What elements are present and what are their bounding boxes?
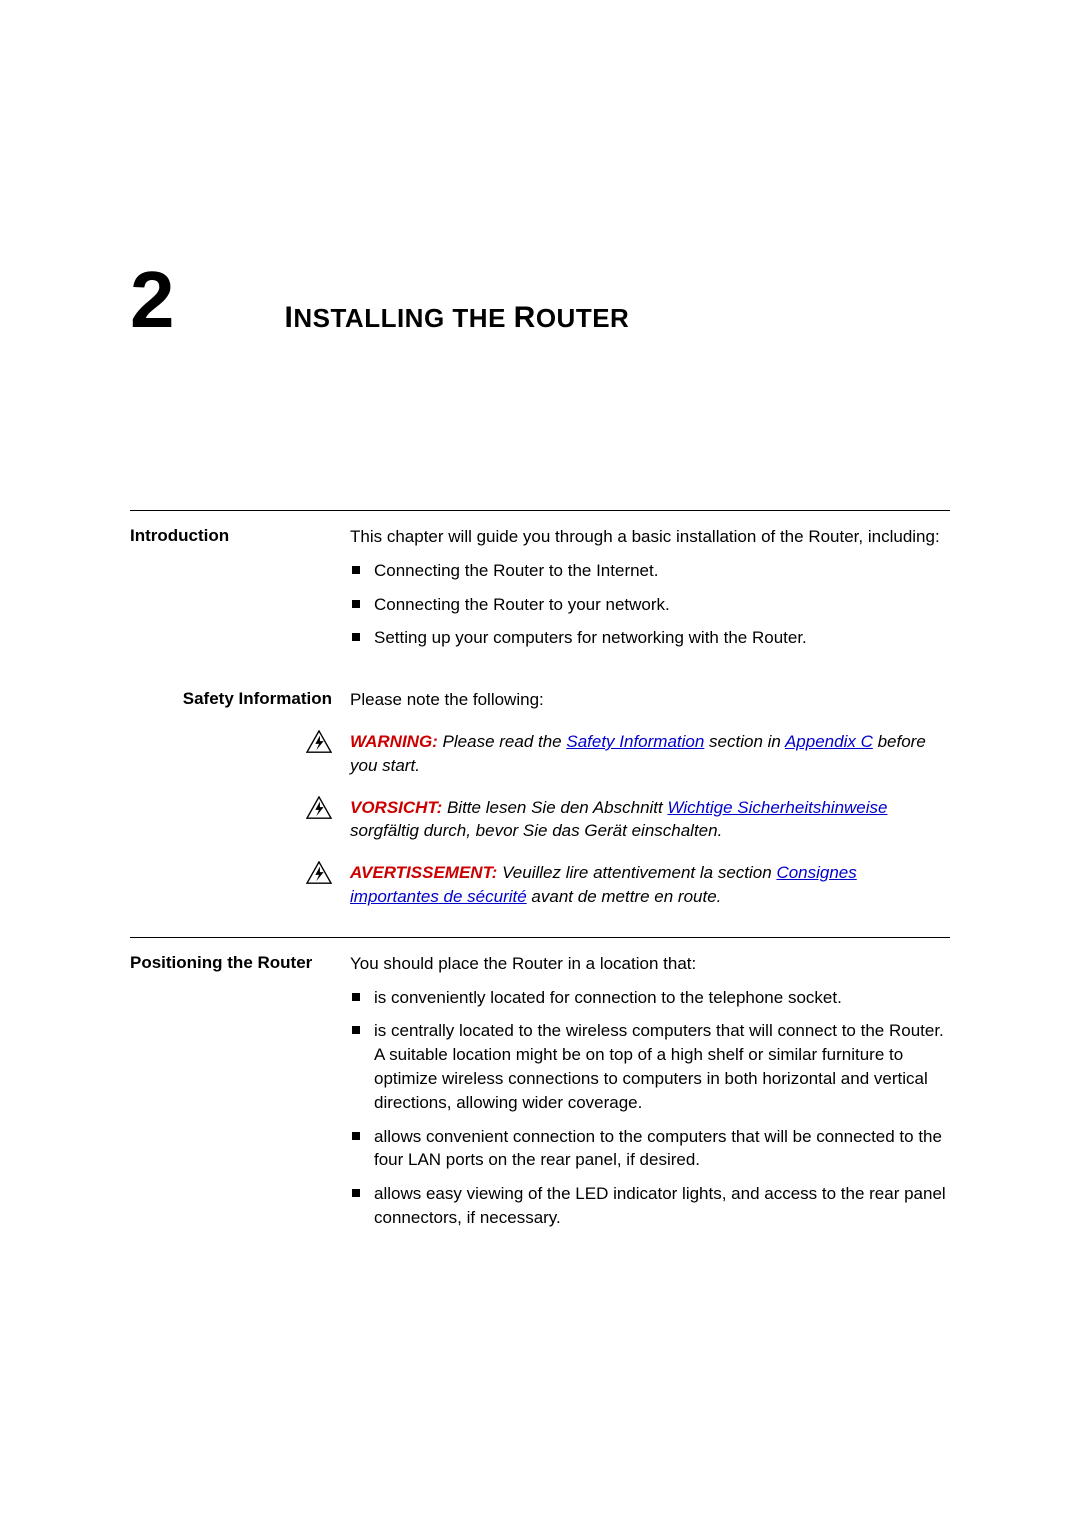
warning-row: AVERTISSEMENT: Veuillez lire attentiveme…	[130, 861, 950, 909]
section-introduction: Introduction This chapter will guide you…	[130, 510, 950, 660]
section-heading-introduction: Introduction	[130, 525, 350, 660]
warning-text: WARNING: Please read the Safety Informat…	[350, 730, 950, 778]
introduction-list: Connecting the Router to the Internet. C…	[350, 559, 950, 650]
section-heading-positioning: Positioning the Router	[130, 952, 350, 1240]
warning-row: WARNING: Please read the Safety Informat…	[130, 730, 950, 778]
section-positioning: Positioning the Router You should place …	[130, 937, 950, 1240]
list-item: allows convenient connection to the comp…	[350, 1125, 950, 1173]
link-appendix-c[interactable]: Appendix C	[785, 732, 873, 751]
safety-lead: Please note the following:	[350, 688, 950, 712]
positioning-body: You should place the Router in a locatio…	[350, 952, 950, 1240]
list-item: Connecting the Router to the Internet.	[350, 559, 950, 583]
list-item: Setting up your computers for networking…	[350, 626, 950, 650]
link-safety-information[interactable]: Safety Information	[566, 732, 704, 751]
introduction-lead: This chapter will guide you through a ba…	[350, 525, 950, 549]
electrical-hazard-triangle-icon	[306, 861, 332, 885]
warning-icon-cell	[130, 861, 350, 909]
electrical-hazard-triangle-icon	[306, 730, 332, 754]
electrical-hazard-triangle-icon	[306, 796, 332, 820]
subsection-safety: Safety Information Please note the follo…	[130, 688, 950, 712]
warning-label: AVERTISSEMENT:	[350, 863, 497, 882]
list-item: is centrally located to the wireless com…	[350, 1019, 950, 1114]
warning-icon-cell	[130, 796, 350, 844]
chapter-number: 2	[130, 260, 175, 340]
section-heading-safety: Safety Information	[130, 688, 350, 712]
introduction-body: This chapter will guide you through a ba…	[350, 525, 950, 660]
link-sicherheitshinweise[interactable]: Wichtige Sicherheitshinweise	[667, 798, 887, 817]
list-item: Connecting the Router to your network.	[350, 593, 950, 617]
warning-text: AVERTISSEMENT: Veuillez lire attentiveme…	[350, 861, 950, 909]
warning-label: WARNING:	[350, 732, 438, 751]
chapter-title: INSTALLING THE ROUTER	[285, 301, 630, 335]
list-item: allows easy viewing of the LED indicator…	[350, 1182, 950, 1230]
warning-label: VORSICHT:	[350, 798, 442, 817]
warning-row: VORSICHT: Bitte lesen Sie den Abschnitt …	[130, 796, 950, 844]
list-item: is conveniently located for connection t…	[350, 986, 950, 1010]
warning-icon-cell	[130, 730, 350, 778]
chapter-header: 2 INSTALLING THE ROUTER	[130, 260, 950, 340]
positioning-list: is conveniently located for connection t…	[350, 986, 950, 1230]
warning-text: VORSICHT: Bitte lesen Sie den Abschnitt …	[350, 796, 950, 844]
positioning-lead: You should place the Router in a locatio…	[350, 952, 950, 976]
